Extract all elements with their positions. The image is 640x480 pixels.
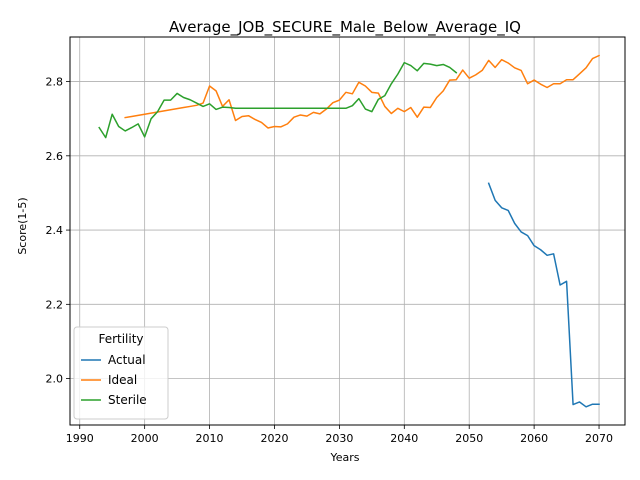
x-tick-label: 2040 <box>390 432 418 445</box>
legend-label-ideal: Ideal <box>108 373 137 387</box>
x-tick-label: 2030 <box>325 432 353 445</box>
y-tick-label: 2.0 <box>46 373 64 386</box>
x-axis-label: Years <box>329 451 359 464</box>
legend-label-actual: Actual <box>108 353 146 367</box>
legend-label-sterile: Sterile <box>108 393 147 407</box>
x-tick-label: 2060 <box>520 432 548 445</box>
chart-title: Average_JOB_SECURE_Male_Below_Average_IQ <box>169 18 521 37</box>
legend: Fertility Actual Ideal Sterile <box>74 327 168 419</box>
x-tick-label: 2010 <box>196 432 224 445</box>
x-tick-label: 1990 <box>66 432 94 445</box>
y-tick-label: 2.6 <box>46 150 64 163</box>
x-tick-label: 2070 <box>585 432 613 445</box>
legend-title: Fertility <box>98 332 143 346</box>
y-tick-label: 2.8 <box>46 76 64 89</box>
x-tick-label: 2000 <box>131 432 159 445</box>
x-tick-label: 2020 <box>260 432 288 445</box>
y-tick-label: 2.4 <box>46 224 64 237</box>
x-tick-label: 2050 <box>455 432 483 445</box>
y-axis-label: Score(1-5) <box>16 197 29 254</box>
y-tick-label: 2.2 <box>46 298 64 311</box>
